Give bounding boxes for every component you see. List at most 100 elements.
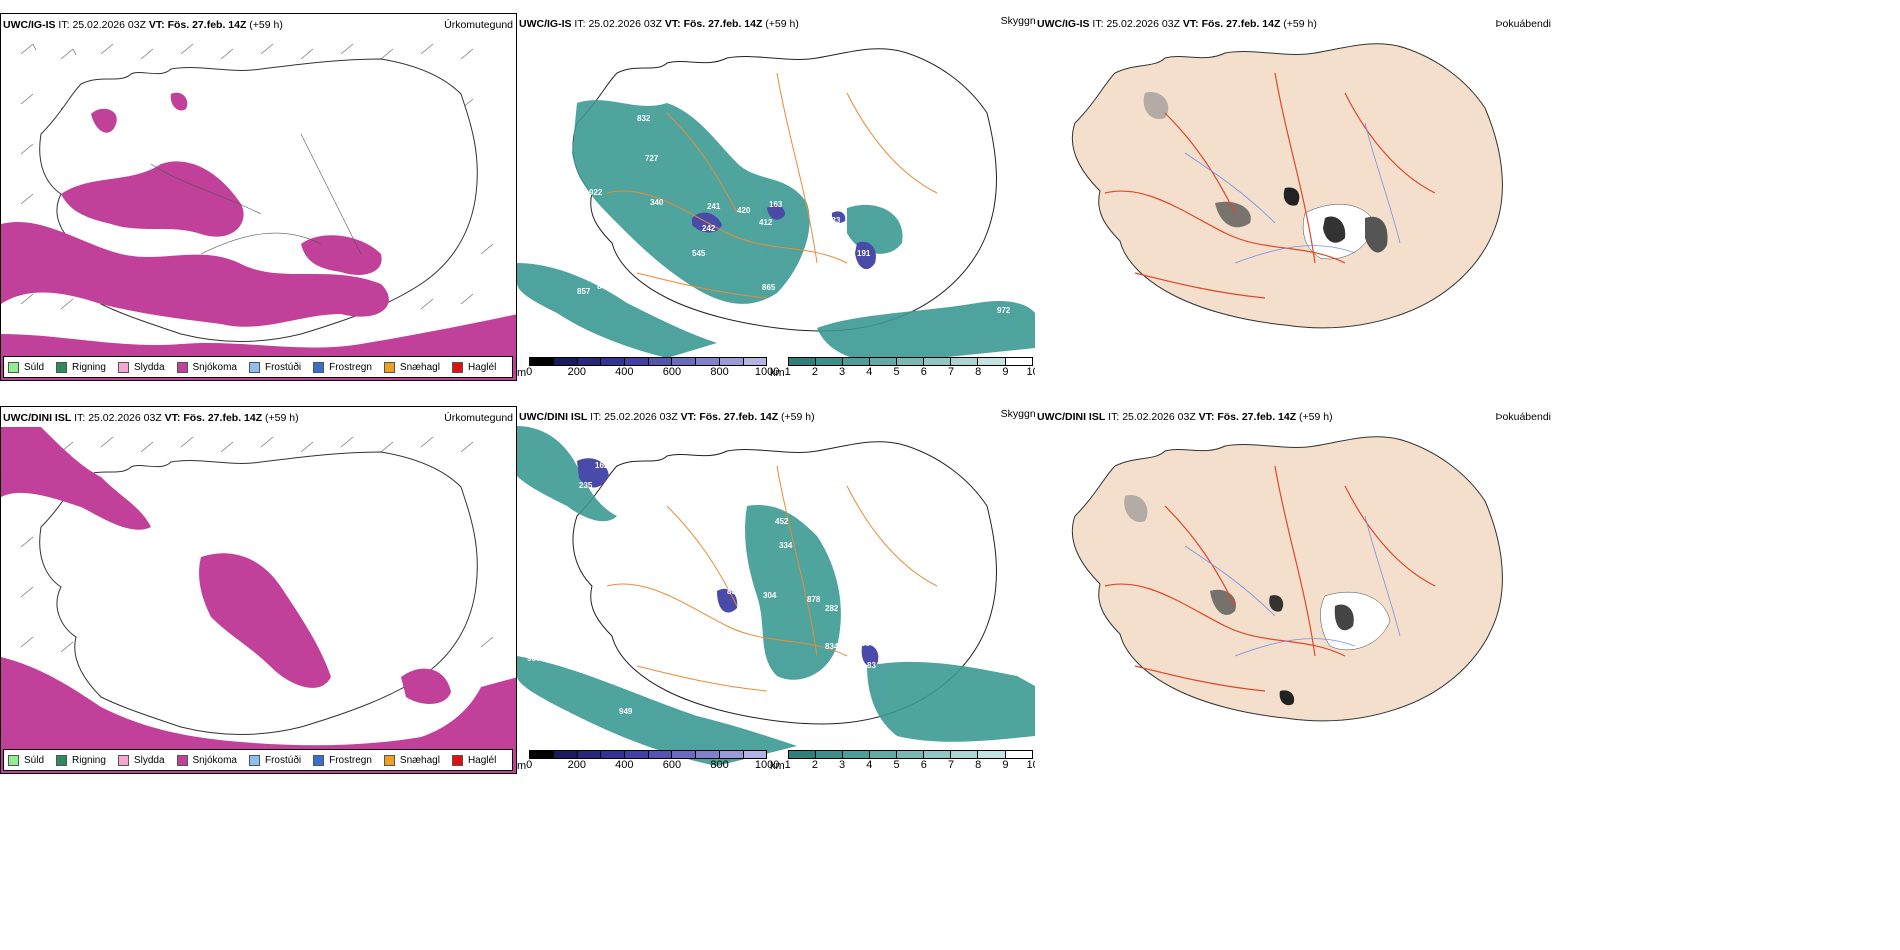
- panel-header: UWC/IG-IS IT: 25.02.2026 03Z VT: Fös. 27…: [3, 19, 283, 31]
- colorbar-tick: 200: [567, 759, 586, 771]
- fog-panel-row1: UWC/IG-IS IT: 25.02.2026 03Z VT: Fös. 27…: [1035, 13, 1555, 381]
- fog-map: [1071, 436, 1503, 722]
- legend-item: Frostúði: [248, 361, 302, 373]
- legend-item: Frostúði: [248, 754, 301, 766]
- legend-swatch: [383, 361, 395, 373]
- colorbar-tick: 3: [839, 366, 846, 378]
- height-label: 340: [650, 198, 664, 207]
- visibility-panel-row1: UWC/IG-IS IT: 25.02.2026 03Z VT: Fös. 27…: [517, 13, 1035, 381]
- cloudbase-colorbar: m 0 200 400 600 800 1000: [517, 357, 779, 379]
- colorbar-tick: 2: [811, 759, 818, 771]
- legend-swatch: [117, 361, 129, 373]
- colorbar-tick: 1: [784, 366, 791, 378]
- legend-item: Súld: [8, 754, 44, 766]
- legend-swatch: [117, 754, 129, 766]
- legend-label: Rigning: [72, 754, 106, 766]
- height-label: 684: [861, 639, 875, 648]
- height-label: 191: [857, 249, 871, 258]
- panel-header: UWC/DINI ISL IT: 25.02.2026 03Z VT: Fös.…: [1037, 411, 1333, 423]
- rivers: [1184, 122, 1401, 264]
- legend-swatch: [451, 361, 463, 373]
- visibility-panel-row2: UWC/DINI ISL IT: 25.02.2026 03Z VT: Fös.…: [517, 406, 1035, 774]
- cloudbase-cells: [577, 458, 879, 667]
- colorbar-tick: 600: [662, 366, 682, 378]
- legend-label: Snæhagl: [399, 361, 440, 373]
- colorbar-tick: 5: [893, 759, 900, 771]
- precip-panel-row1: UWC/IG-IS IT: 25.02.2026 03Z VT: Fös. 27…: [0, 13, 517, 381]
- height-label: 148: [557, 261, 571, 270]
- colorbar-tick: 800: [710, 366, 729, 378]
- height-label: 452: [775, 517, 789, 526]
- panel-title: Skyggni: [1000, 15, 1035, 27]
- panel-title: Þokuábendi: [1495, 411, 1551, 423]
- panel-title: Þokuábendi: [1495, 18, 1551, 30]
- height-label: 972: [997, 306, 1011, 315]
- legend-swatch: [176, 754, 188, 766]
- height-label: 412: [759, 218, 773, 227]
- legend-item: Haglél: [451, 361, 496, 373]
- height-label: 241: [707, 202, 721, 211]
- roads: [1104, 465, 1436, 692]
- precip-panel-row2: UWC/DINI ISL IT: 25.02.2026 03Z VT: Fös.…: [0, 406, 517, 774]
- height-label: 420: [737, 206, 751, 215]
- panel-title: Skyggni: [1000, 408, 1035, 420]
- height-label: 949: [619, 707, 633, 716]
- colorbar-tick: 400: [615, 759, 634, 771]
- legend-swatch: [248, 754, 260, 766]
- height-label: 304: [763, 591, 777, 600]
- height-label: 967: [527, 654, 541, 663]
- visibility-map: 832 727 922 340 241 420 163 242 412 133 148 545 191 9…: [517, 48, 1035, 363]
- colorbar-tick: 400: [615, 366, 634, 378]
- fog-map: [1071, 43, 1503, 329]
- height-label: 65: [742, 313, 751, 322]
- legend-swatch: [56, 754, 68, 766]
- fog-panel-row2: UWC/DINI ISL IT: 25.02.2026 03Z VT: Fös.…: [1035, 406, 1555, 774]
- colorbar-tick: 600: [662, 759, 682, 771]
- legend-swatch: [313, 754, 325, 766]
- legend-item: Snæhagl: [383, 361, 440, 373]
- legend-swatch: [248, 361, 260, 373]
- legend-swatch: [313, 361, 325, 373]
- legend-item: Slydda: [117, 754, 165, 766]
- height-label: 865: [762, 283, 776, 292]
- colorbar-tick: 8: [975, 759, 982, 771]
- height-label: 976: [660, 302, 674, 311]
- legend-item: Rigning: [56, 754, 106, 766]
- legend-label: Slydda: [133, 754, 165, 766]
- rivers: [1184, 515, 1401, 657]
- height-label: 948: [632, 507, 646, 516]
- height-labels: 162 235 213 200 948 452 334 304 83 878 282 834 684 83…: [527, 461, 876, 716]
- legend-label: Slydda: [133, 361, 165, 373]
- panel-title: Úrkomutegund: [444, 412, 513, 424]
- colorbar-tick: 1: [784, 759, 791, 771]
- height-label: 235: [579, 481, 593, 490]
- legend-item: Slydda: [117, 361, 165, 373]
- colorbar-tick: 1000: [754, 366, 780, 378]
- legend-label: Frostúði: [264, 361, 302, 373]
- cloudbase-colorbar: m 0 200 400 600 800 1000: [517, 750, 779, 772]
- colorbar-tick: 6: [920, 366, 927, 378]
- legend-label: Snæhagl: [399, 754, 440, 766]
- precip-map: [1, 427, 516, 773]
- legend-swatch: [8, 754, 19, 766]
- height-label: 922: [589, 188, 603, 197]
- height-label: 857: [577, 287, 591, 296]
- height-label: 32: [762, 699, 771, 708]
- colorbar-tick: 10: [1026, 759, 1035, 771]
- height-label: 133: [827, 216, 841, 225]
- colorbar-tick: 800: [710, 759, 729, 771]
- height-label: 545: [692, 249, 706, 258]
- height-label: 242: [702, 224, 716, 233]
- legend-item: Súld: [8, 361, 44, 373]
- legend-label: Haglél: [467, 754, 497, 766]
- precip-map: [1, 43, 516, 380]
- colorbar-tick: 9: [1002, 759, 1009, 771]
- height-label: 334: [779, 541, 793, 550]
- legend-item: Snjókoma: [176, 361, 237, 373]
- colorbar-tick: 4: [866, 366, 873, 378]
- legend-item: Rigning: [56, 361, 106, 373]
- roads: [606, 465, 938, 692]
- colorbar-tick: 6: [920, 759, 927, 771]
- height-label: 832: [637, 114, 651, 123]
- colorbar-tick: 8: [975, 366, 982, 378]
